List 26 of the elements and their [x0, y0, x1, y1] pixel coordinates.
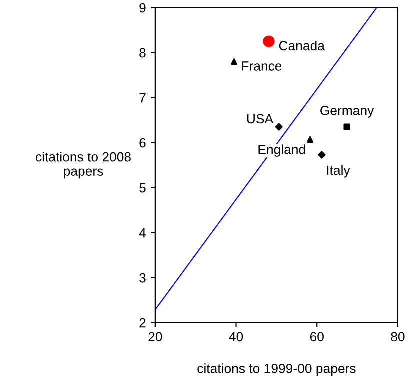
point [344, 124, 350, 130]
x-tick-label: 60 [310, 332, 324, 342]
y-tick-label: 8 [140, 48, 146, 58]
point [275, 123, 283, 131]
point [306, 136, 314, 143]
y-tick-label: 3 [140, 273, 146, 283]
series-label: Germany [320, 106, 374, 118]
series-label: England [258, 144, 306, 157]
series-label: Italy [327, 165, 350, 178]
point [318, 151, 326, 159]
y-tick-label: 6 [140, 138, 146, 148]
series-label: France [242, 62, 282, 71]
x-axis-title: citations to 1999-00 papers [198, 364, 356, 376]
y-axis-title: citations to 2008 papers [36, 152, 131, 179]
point [230, 58, 238, 66]
y-tick-label: 2 [140, 318, 146, 328]
series-label: USA [247, 114, 274, 124]
x-tick-label: 20 [148, 332, 162, 342]
x-tick-label: 40 [229, 332, 244, 342]
y-tick-label: 5 [140, 184, 146, 193]
y-tick-label: 7 [140, 94, 146, 103]
point [263, 36, 275, 48]
series-label: Canada [279, 40, 325, 51]
y-tick-label: 4 [139, 228, 146, 238]
y-tick-label: 9 [140, 3, 146, 13]
x-tick-label: 80 [391, 332, 405, 342]
